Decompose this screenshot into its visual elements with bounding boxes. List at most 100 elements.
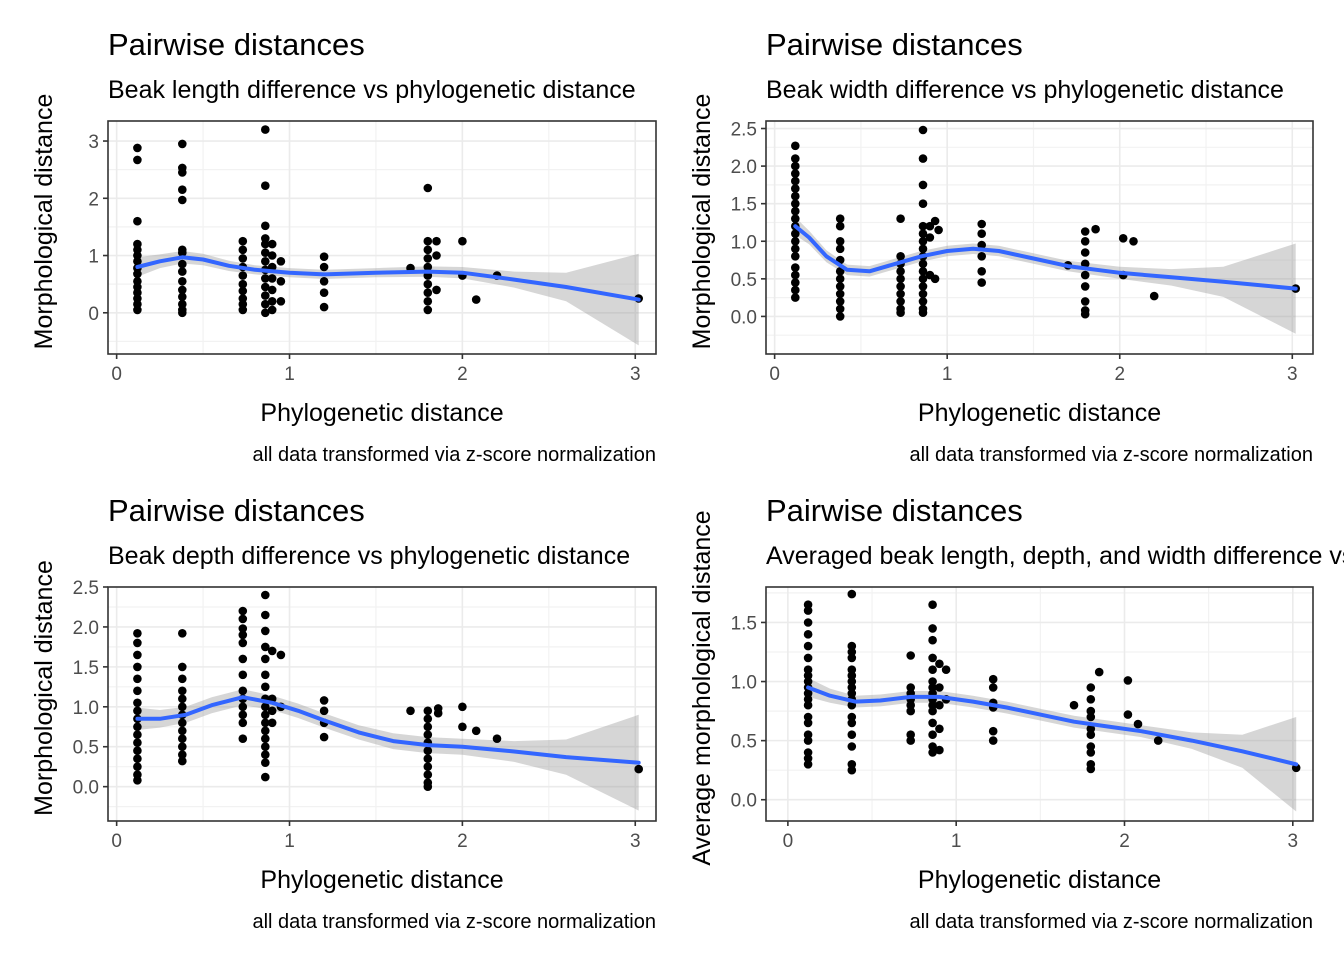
data-point <box>238 710 248 720</box>
y-tick-label: 2.5 <box>731 120 757 141</box>
data-point <box>238 236 248 246</box>
y-tick-label: 0.0 <box>731 307 757 328</box>
data-point <box>988 674 998 684</box>
data-point <box>918 282 928 291</box>
data-point <box>803 606 813 615</box>
data-point <box>803 671 813 680</box>
data-point <box>791 229 800 238</box>
data-point <box>178 718 187 728</box>
data-point <box>988 726 998 736</box>
y-tick-label: 1.0 <box>731 673 757 694</box>
plot-beak-length: 0 1 2 3 0 1 2 3 Pairwise distances Beak length di… <box>30 27 657 466</box>
data-point <box>133 706 142 716</box>
y-tick-label: 0.5 <box>73 738 99 759</box>
data-point <box>906 730 915 739</box>
data-point <box>1086 695 1096 704</box>
data-point <box>896 267 905 276</box>
data-point <box>261 590 270 600</box>
data-point <box>267 297 277 306</box>
x-tick-label: 3 <box>630 364 641 385</box>
data-point <box>928 665 937 674</box>
data-point <box>835 214 845 223</box>
data-point <box>133 269 142 279</box>
plot-background <box>108 587 656 821</box>
x-axis-label: Phylogenetic distance <box>918 866 1161 894</box>
data-point <box>791 251 800 261</box>
data-point <box>178 259 187 269</box>
y-axis-label: Morphological distance <box>688 94 716 350</box>
data-point <box>178 742 187 751</box>
data-point <box>847 677 857 686</box>
data-point <box>918 229 928 238</box>
data-point <box>803 718 813 728</box>
data-point <box>261 274 270 283</box>
data-point <box>1086 748 1096 757</box>
y-tick-label: 1.5 <box>731 195 757 216</box>
data-point <box>791 237 800 246</box>
data-point <box>1080 227 1090 236</box>
data-point <box>261 248 270 257</box>
data-point <box>238 305 248 315</box>
data-point <box>1086 724 1096 734</box>
data-point <box>835 237 845 246</box>
chart-caption: all data transformed via z-score normali… <box>909 911 1313 933</box>
data-point <box>458 236 467 246</box>
data-point <box>261 742 270 751</box>
y-axis-label: Morphological distance <box>30 94 58 350</box>
x-tick-label: 3 <box>1287 364 1298 385</box>
data-point <box>133 629 142 638</box>
data-point <box>178 308 187 318</box>
plot-border <box>765 586 1314 822</box>
data-point <box>432 285 441 295</box>
data-point <box>423 288 433 298</box>
data-point <box>267 285 277 295</box>
data-point <box>238 245 248 255</box>
chart-title: Pairwise distances <box>766 27 1023 62</box>
data-point <box>918 308 928 318</box>
data-point <box>847 665 857 674</box>
data-point <box>261 682 270 692</box>
chart-subtitle: Beak width difference vs phylogenetic di… <box>766 76 1284 104</box>
data-point <box>791 184 800 193</box>
data-point <box>1149 291 1159 301</box>
data-point <box>1123 676 1133 685</box>
data-point <box>238 670 248 680</box>
data-point <box>261 710 270 720</box>
data-point <box>906 736 915 745</box>
x-tick-label: 0 <box>111 831 122 852</box>
data-point <box>319 288 329 298</box>
data-point <box>458 722 467 732</box>
data-point <box>238 286 248 296</box>
x-tick-label: 2 <box>1119 831 1130 852</box>
data-point <box>928 742 937 751</box>
data-point <box>928 730 937 739</box>
data-point <box>918 244 928 254</box>
data-point <box>906 651 915 660</box>
data-point <box>803 641 813 651</box>
data-point <box>178 285 187 295</box>
data-point <box>1080 282 1090 291</box>
data-point <box>178 267 187 276</box>
smooth-line <box>793 224 1298 291</box>
data-point <box>835 312 845 321</box>
data-point <box>423 754 433 763</box>
data-point <box>133 686 142 696</box>
data-point <box>238 279 248 289</box>
x-tick-label: 3 <box>1288 831 1299 852</box>
data-point <box>918 221 928 231</box>
data-point <box>423 714 433 724</box>
data-point <box>928 700 937 710</box>
data-point <box>267 305 277 315</box>
chart-subtitle: Beak depth difference vs phylogenetic di… <box>108 542 630 570</box>
data-point <box>935 700 944 710</box>
data-point <box>1086 730 1096 739</box>
data-point <box>133 143 142 153</box>
y-tick-label: 1.5 <box>73 658 99 679</box>
chart-title: Pairwise distances <box>108 493 365 528</box>
data-point <box>847 653 857 663</box>
smooth-line <box>135 255 641 302</box>
data-point <box>928 624 937 633</box>
x-tick-label: 2 <box>457 831 468 852</box>
data-point <box>458 702 467 712</box>
data-point <box>423 262 433 272</box>
